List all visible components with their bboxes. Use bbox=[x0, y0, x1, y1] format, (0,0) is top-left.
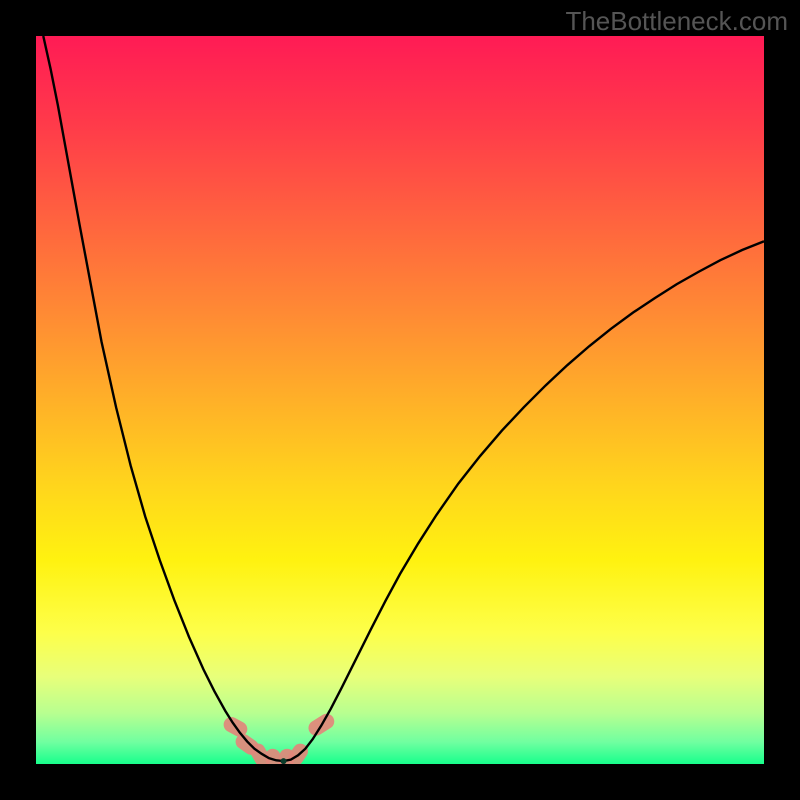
bottleneck-curve bbox=[43, 36, 764, 761]
bottleneck-min-dot bbox=[281, 758, 287, 764]
marker-group bbox=[221, 711, 337, 764]
plot-area bbox=[36, 36, 764, 764]
chart-stage: TheBottleneck.com bbox=[0, 0, 800, 800]
watermark-text: TheBottleneck.com bbox=[565, 6, 788, 37]
curve-layer bbox=[36, 36, 764, 764]
